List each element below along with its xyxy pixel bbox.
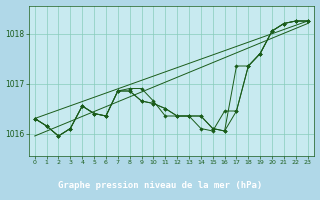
Text: Graphe pression niveau de la mer (hPa): Graphe pression niveau de la mer (hPa): [58, 182, 262, 190]
